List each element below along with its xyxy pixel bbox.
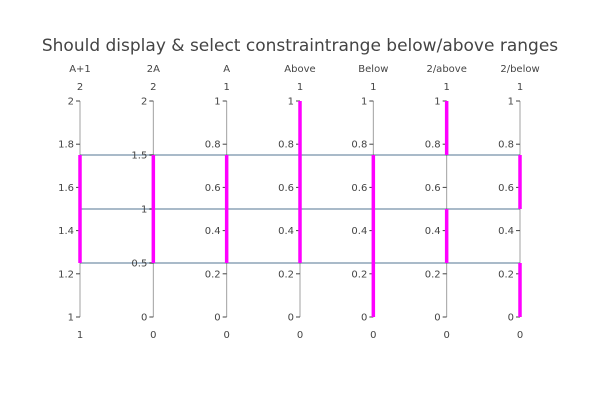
- tick-label: 0.8: [351, 140, 367, 151]
- tick-label: 2: [68, 97, 74, 108]
- axis-title: 2A: [147, 64, 160, 75]
- tick-label: 0.6: [425, 183, 441, 194]
- axes: 11.21.41.61.82A+12100.511.522A2000.20.40…: [58, 64, 540, 341]
- tick-label: 1: [214, 97, 220, 108]
- tick-label: 1: [508, 97, 514, 108]
- tick-label: 1: [361, 97, 367, 108]
- tick-label: 0.2: [278, 269, 294, 280]
- tick-label: 1: [141, 205, 147, 216]
- axis-title: Below: [358, 64, 388, 75]
- tick-label: 0.8: [205, 140, 221, 151]
- tick-label: 1: [434, 97, 440, 108]
- axis-a: 0 0.2 0.4 0.6 0.8 1 A 1 0: [205, 64, 230, 341]
- tick-label: 1.8: [58, 140, 74, 151]
- axis-range-min: 0: [517, 330, 523, 341]
- axis-2a: 0 0.5 1 1.5 2 2A 2 0: [131, 64, 160, 341]
- axis-range-min: 0: [370, 330, 376, 341]
- tick-label: 1: [68, 313, 74, 324]
- tick-label: 0.6: [278, 183, 294, 194]
- tick-label: 1.6: [58, 183, 74, 194]
- chart-title: Should display & select constraintrange …: [42, 36, 558, 56]
- tick-label: 0.4: [351, 226, 367, 237]
- axis-range-min: 0: [297, 330, 303, 341]
- axis-title: Above: [284, 64, 315, 75]
- tick-label: 0.4: [205, 226, 221, 237]
- tick-label: 0.4: [278, 226, 294, 237]
- axis-range-max: 1: [297, 82, 303, 93]
- axis-below: 0 0.2 0.4 0.6 0.8 1 Below 1 0: [351, 64, 388, 341]
- tick-label: 0: [141, 313, 147, 324]
- tick-label: 0: [214, 313, 220, 324]
- tick-label: 0: [508, 313, 514, 324]
- tick-label: 0: [288, 313, 294, 324]
- axis-2-above: 0 0.2 0.4 0.6 0.8 1 2/above 1 0: [425, 64, 467, 341]
- tick-label: 2: [141, 97, 147, 108]
- axis-range-min: 0: [223, 330, 229, 341]
- tick-label: 0.8: [498, 140, 514, 151]
- tick-label: 0.4: [425, 226, 441, 237]
- axis-range-min: 0: [443, 330, 449, 341]
- tick-label: 0.6: [351, 183, 367, 194]
- tick-label: 0.8: [425, 140, 441, 151]
- tick-label: 0.2: [425, 269, 441, 280]
- tick-label: 1.2: [58, 269, 74, 280]
- tick-label: 0.2: [351, 269, 367, 280]
- tick-label: 0.2: [498, 269, 514, 280]
- tick-label: 0: [434, 313, 440, 324]
- axis-range-max: 1: [443, 82, 449, 93]
- tick-label: 0.8: [278, 140, 294, 151]
- tick-label: 1.5: [131, 151, 147, 162]
- axis-range-min: 0: [150, 330, 156, 341]
- tick-label: 0.4: [498, 226, 514, 237]
- tick-label: 0: [361, 313, 367, 324]
- axis-range-min: 1: [77, 330, 83, 341]
- axis-title: A: [223, 64, 230, 75]
- tick-label: 0.2: [205, 269, 221, 280]
- axis-range-max: 2: [77, 82, 83, 93]
- tick-label: 0.6: [498, 183, 514, 194]
- axis-range-max: 1: [370, 82, 376, 93]
- axis-a-1: 1 1.2 1.4 1.6 1.8 2 A+1 2 1: [58, 64, 91, 341]
- tick-label: 0.6: [205, 183, 221, 194]
- axis-above: 0 0.2 0.4 0.6 0.8 1 Above 1 0: [278, 64, 316, 341]
- axis-range-max: 1: [223, 82, 229, 93]
- tick-label: 0.5: [131, 259, 147, 270]
- axis-title: 2/below: [500, 64, 539, 75]
- axis-range-max: 1: [517, 82, 523, 93]
- axis-range-max: 2: [150, 82, 156, 93]
- axis-title: 2/above: [426, 64, 466, 75]
- axis-2-below: 0 0.2 0.4 0.6 0.8 1 2/below 1 0: [498, 64, 540, 341]
- tick-label: 1.4: [58, 226, 74, 237]
- axis-title: A+1: [69, 64, 91, 75]
- tick-label: 1: [288, 97, 294, 108]
